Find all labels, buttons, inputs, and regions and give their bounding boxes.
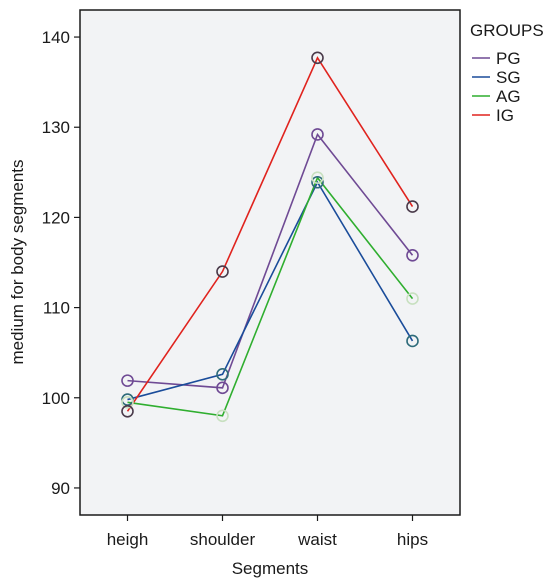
y-tick-label: 130: [42, 118, 70, 137]
series-line-ig: [126, 56, 414, 412]
data-point-ag: [311, 171, 324, 185]
y-axis-title: medium for body segments: [8, 159, 27, 364]
series-lines: [126, 56, 414, 417]
data-point-ig: [121, 404, 134, 418]
legend-label-pg: PG: [496, 49, 521, 68]
series-line-ag: [127, 176, 414, 417]
x-axis-title: Segments: [232, 559, 309, 578]
y-tick-label: 110: [43, 299, 70, 318]
x-tick-label: waist: [297, 530, 337, 549]
y-tick-label: 100: [42, 389, 70, 408]
series-line-pg: [127, 132, 414, 389]
data-point-sg: [216, 368, 229, 381]
data-point-ig: [216, 265, 229, 278]
legend-title: GROUPS: [470, 21, 544, 40]
data-point-pg: [121, 374, 134, 387]
x-tick-label: shoulder: [190, 530, 256, 549]
x-tick-label: heigh: [107, 530, 149, 549]
legend-label-ig: IG: [496, 106, 514, 125]
x-tick-label: hips: [397, 530, 428, 549]
y-tick-label: 120: [42, 208, 70, 227]
data-point-pg: [216, 381, 229, 395]
data-point-ag: [216, 409, 229, 423]
y-tick-label: 140: [42, 28, 70, 47]
legend-label-sg: SG: [496, 68, 521, 87]
data-point-pg: [311, 128, 324, 141]
data-point-sg: [406, 334, 419, 348]
y-tick-label: 90: [51, 479, 70, 498]
data-point-sg: [311, 175, 324, 189]
series-markers: [121, 51, 419, 423]
data-point-pg: [406, 248, 419, 262]
data-point-ag: [406, 292, 419, 305]
data-point-ig: [406, 200, 419, 213]
legend-label-ag: AG: [496, 87, 521, 106]
x-axis: heigh shoulder waist hips: [107, 515, 428, 549]
data-point-ig: [311, 51, 324, 65]
y-axis: 90 100 110 120 130 140: [42, 28, 80, 498]
series-line-sg: [127, 180, 414, 401]
data-point-ag: [121, 395, 134, 409]
